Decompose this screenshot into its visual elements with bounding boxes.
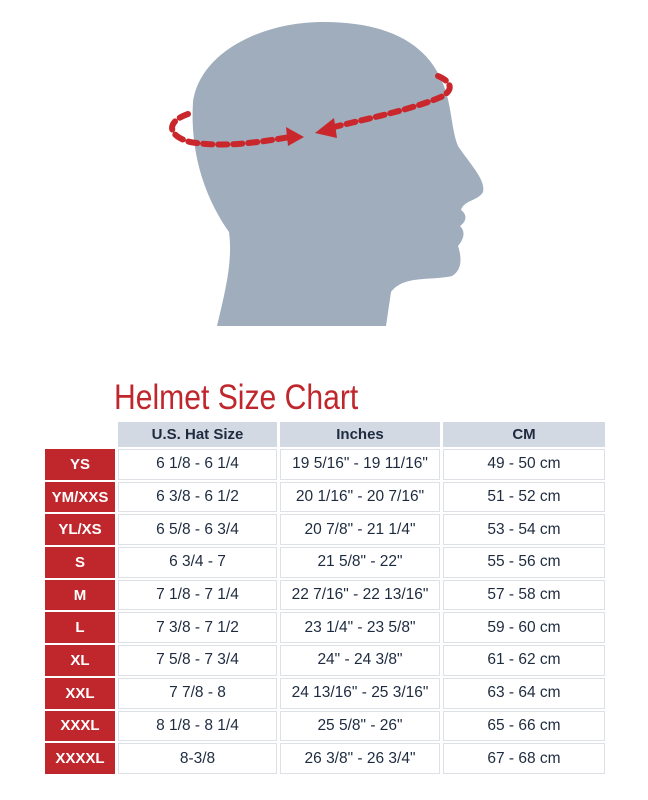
hat-size-cell: 7 1/8 - 7 1/4 (118, 579, 277, 611)
cm-cell: 51 - 52 cm (443, 481, 605, 513)
inches-cell: 24 13/16" - 25 3/16" (280, 677, 440, 709)
inches-cell: 21 5/8" - 22" (280, 547, 440, 578)
hat-size-cell: 6 5/8 - 6 3/4 (118, 514, 277, 546)
hat-size-cell: 8-3/8 (118, 743, 277, 774)
size-label: M (45, 579, 115, 611)
size-label: YS (45, 449, 115, 480)
inches-cell: 23 1/4" - 23 5/8" (280, 612, 440, 644)
size-label: XXL (45, 677, 115, 709)
size-label: XXXXL (45, 743, 115, 774)
arrow-head-left-icon (315, 118, 337, 138)
cm-cell: 59 - 60 cm (443, 612, 605, 644)
hat-size-cell: 6 3/4 - 7 (118, 547, 277, 578)
chart-title: Helmet Size Chart (114, 378, 359, 417)
inches-cell: 24" - 24 3/8" (280, 645, 440, 676)
hat-size-cell: 7 5/8 - 7 3/4 (118, 645, 277, 676)
head-profile-illustration (169, 22, 484, 326)
dashed-circumference-arrow-icon (169, 73, 453, 148)
inches-cell: 26 3/8" - 26 3/4" (280, 743, 440, 774)
cm-cell: 57 - 58 cm (443, 579, 605, 611)
cm-cell: 61 - 62 cm (443, 645, 605, 676)
cm-cell: 67 - 68 cm (443, 743, 605, 774)
header-hat-size: U.S. Hat Size (118, 422, 277, 447)
hat-size-cell: 7 7/8 - 8 (118, 677, 277, 709)
header-cm: CM (443, 422, 605, 447)
inches-cell: 20 1/16" - 20 7/16" (280, 481, 440, 513)
cm-cell: 65 - 66 cm (443, 710, 605, 742)
size-label: YM/XXS (45, 481, 115, 513)
cm-cell: 49 - 50 cm (443, 449, 605, 480)
cm-cell: 55 - 56 cm (443, 547, 605, 578)
inches-cell: 25 5/8" - 26" (280, 710, 440, 742)
cm-cell: 53 - 54 cm (443, 514, 605, 546)
head-profile-icon (192, 22, 484, 326)
arrow-head-right-icon (286, 127, 304, 146)
size-label: XL (45, 645, 115, 676)
cm-cell: 63 - 64 cm (443, 677, 605, 709)
size-label: S (45, 547, 115, 578)
hat-size-cell: 7 3/8 - 7 1/2 (118, 612, 277, 644)
inches-cell: 22 7/16" - 22 13/16" (280, 579, 440, 611)
size-label: XXXL (45, 710, 115, 742)
inches-cell: 19 5/16" - 19 11/16" (280, 449, 440, 480)
header-inches: Inches (280, 422, 440, 447)
inches-cell: 20 7/8" - 21 1/4" (280, 514, 440, 546)
size-label: YL/XS (45, 514, 115, 546)
size-table: U.S. Hat Size Inches CM YS 6 1/8 - 6 1/4 1… (45, 422, 605, 774)
header-blank (45, 422, 115, 447)
hat-size-cell: 8 1/8 - 8 1/4 (118, 710, 277, 742)
size-label: L (45, 612, 115, 644)
hat-size-cell: 6 1/8 - 6 1/4 (118, 449, 277, 480)
hat-size-cell: 6 3/8 - 6 1/2 (118, 481, 277, 513)
